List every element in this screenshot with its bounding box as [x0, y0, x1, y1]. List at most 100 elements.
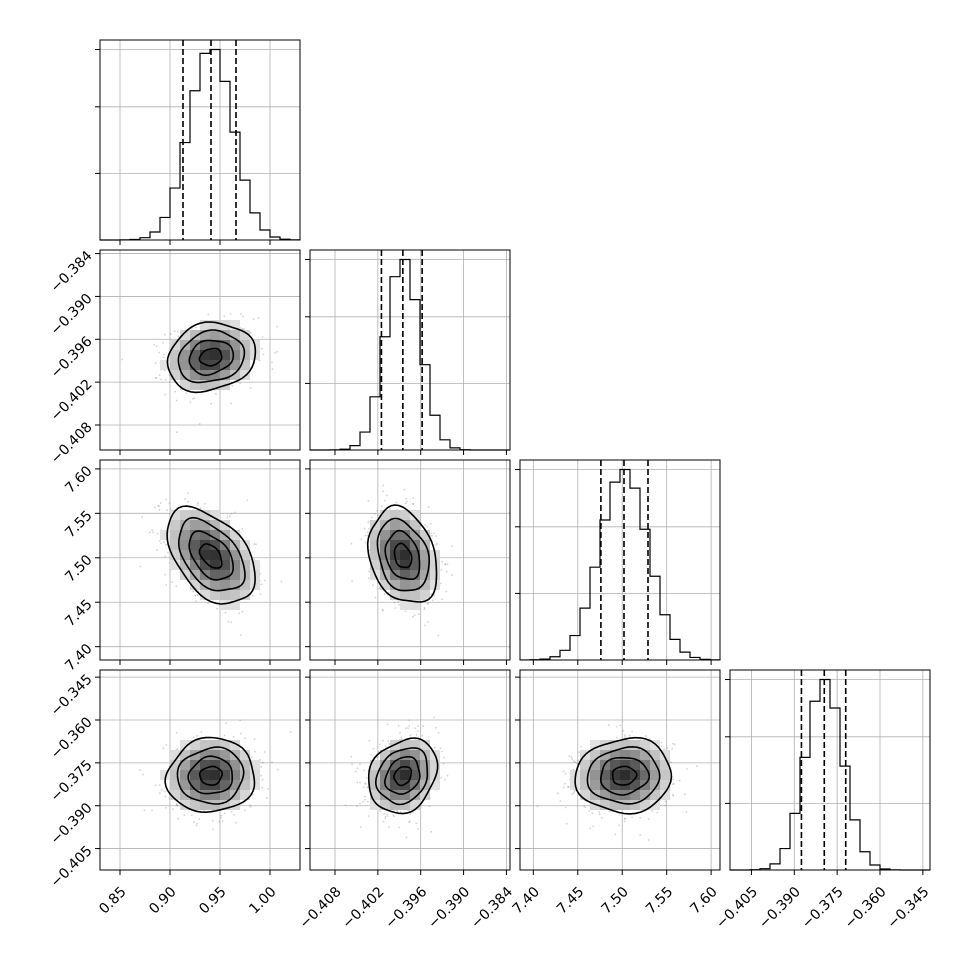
density-cell [370, 800, 380, 810]
scatter-point [592, 825, 595, 828]
scatter-point [192, 397, 194, 400]
x-tick-label: 7.40 [510, 884, 543, 917]
density-cell [240, 590, 250, 600]
density-cell [180, 750, 190, 760]
scatter-point [196, 504, 199, 506]
contour-level-2 [599, 756, 651, 796]
scatter-point [355, 805, 358, 808]
density-cell [390, 780, 400, 790]
scatter-point [656, 811, 659, 814]
scatter-point [241, 327, 244, 330]
scatter-point [366, 534, 369, 537]
density-cell [410, 510, 420, 520]
density-cell [640, 740, 650, 750]
density-cell [180, 350, 190, 360]
density-cell [230, 560, 240, 570]
contour-level-4 [164, 736, 256, 814]
scatter-point [220, 814, 223, 817]
scatter-point [408, 725, 411, 727]
scatter-point [608, 724, 610, 727]
histogram-panel-4: −0.405−0.390−0.375−0.360−0.345 [713, 669, 933, 932]
scatter-point [441, 560, 444, 563]
density-cell [220, 600, 230, 610]
scatter-point [207, 602, 210, 604]
density-cell [410, 740, 420, 750]
scatter-point [177, 335, 180, 338]
density-cell [210, 540, 220, 550]
density-cell [370, 770, 380, 780]
scatter-point [639, 834, 642, 836]
scatter-point [158, 792, 161, 795]
scatter-point [367, 528, 370, 530]
density-cell [230, 740, 240, 750]
scatter-point [212, 828, 214, 831]
scatter-point [151, 809, 153, 812]
scatter-point [431, 534, 434, 537]
scatter-point [368, 739, 371, 742]
scatter-point [158, 784, 161, 786]
contour-level-3 [586, 745, 661, 805]
density-cell [210, 790, 220, 800]
density-cell [630, 760, 640, 770]
scatter-point [444, 563, 447, 566]
scatter-point [234, 511, 236, 514]
y-tick-label: 7.50 [62, 552, 95, 585]
density-cell [210, 510, 220, 520]
scatter-point [289, 731, 292, 733]
density-cell [650, 740, 660, 750]
scatter-point [176, 804, 179, 807]
scatter-point [430, 593, 432, 595]
x-tick-label: 7.50 [599, 884, 632, 917]
scatter-point [395, 501, 398, 504]
scatter-point [685, 811, 688, 813]
density-cell [190, 370, 200, 380]
density-cell [620, 750, 630, 760]
scatter-point [412, 615, 414, 618]
scatter-point [239, 719, 242, 722]
density-cell [220, 780, 230, 790]
scatter-point [567, 786, 569, 789]
scatter-point [185, 392, 188, 395]
scatter-point [404, 727, 407, 730]
density-cell [190, 520, 200, 530]
scatter-point [223, 315, 226, 318]
scatter-point [415, 822, 418, 825]
scatter-point [366, 800, 369, 803]
density-cell [380, 790, 390, 800]
contour-level-3 [177, 329, 246, 384]
scatter-point [415, 733, 418, 736]
scatter-point [154, 377, 157, 380]
density-cell [430, 560, 440, 570]
density-cell [600, 780, 610, 790]
x-tick-label: 0.90 [146, 884, 179, 917]
scatter-point [364, 541, 367, 544]
density-cell [600, 800, 610, 810]
density-cell [180, 780, 190, 790]
contour-level-1 [393, 765, 413, 787]
scatter-point [440, 569, 443, 571]
axes-frame [519, 669, 721, 871]
scatter-point [164, 393, 167, 396]
scatter-point [439, 747, 442, 750]
density-cell [210, 740, 220, 750]
scatter-point [197, 502, 200, 505]
x-tick-label: −0.360 [842, 884, 890, 932]
scatter-point [644, 735, 647, 737]
density-cell [410, 600, 420, 610]
scatter-point [376, 510, 378, 512]
density-cell [180, 760, 190, 770]
scatter-point [195, 326, 197, 329]
scatter-point [409, 813, 411, 815]
density-cell [210, 530, 220, 540]
density-panel-4-1: 0.85 0.90 0.95 1.00 −0.405−0.390−0.375−0.360… [48, 669, 301, 917]
y-tick-label: −0.375 [48, 757, 96, 805]
scatter-point [189, 401, 192, 404]
density-cell [390, 520, 400, 530]
scatter-point [169, 508, 172, 510]
scatter-point [396, 810, 398, 813]
scatter-point [673, 743, 676, 746]
x-tick-label: −0.390 [756, 884, 804, 932]
density-cell [210, 370, 220, 380]
scatter-point [240, 313, 243, 315]
density-cell [220, 350, 230, 360]
